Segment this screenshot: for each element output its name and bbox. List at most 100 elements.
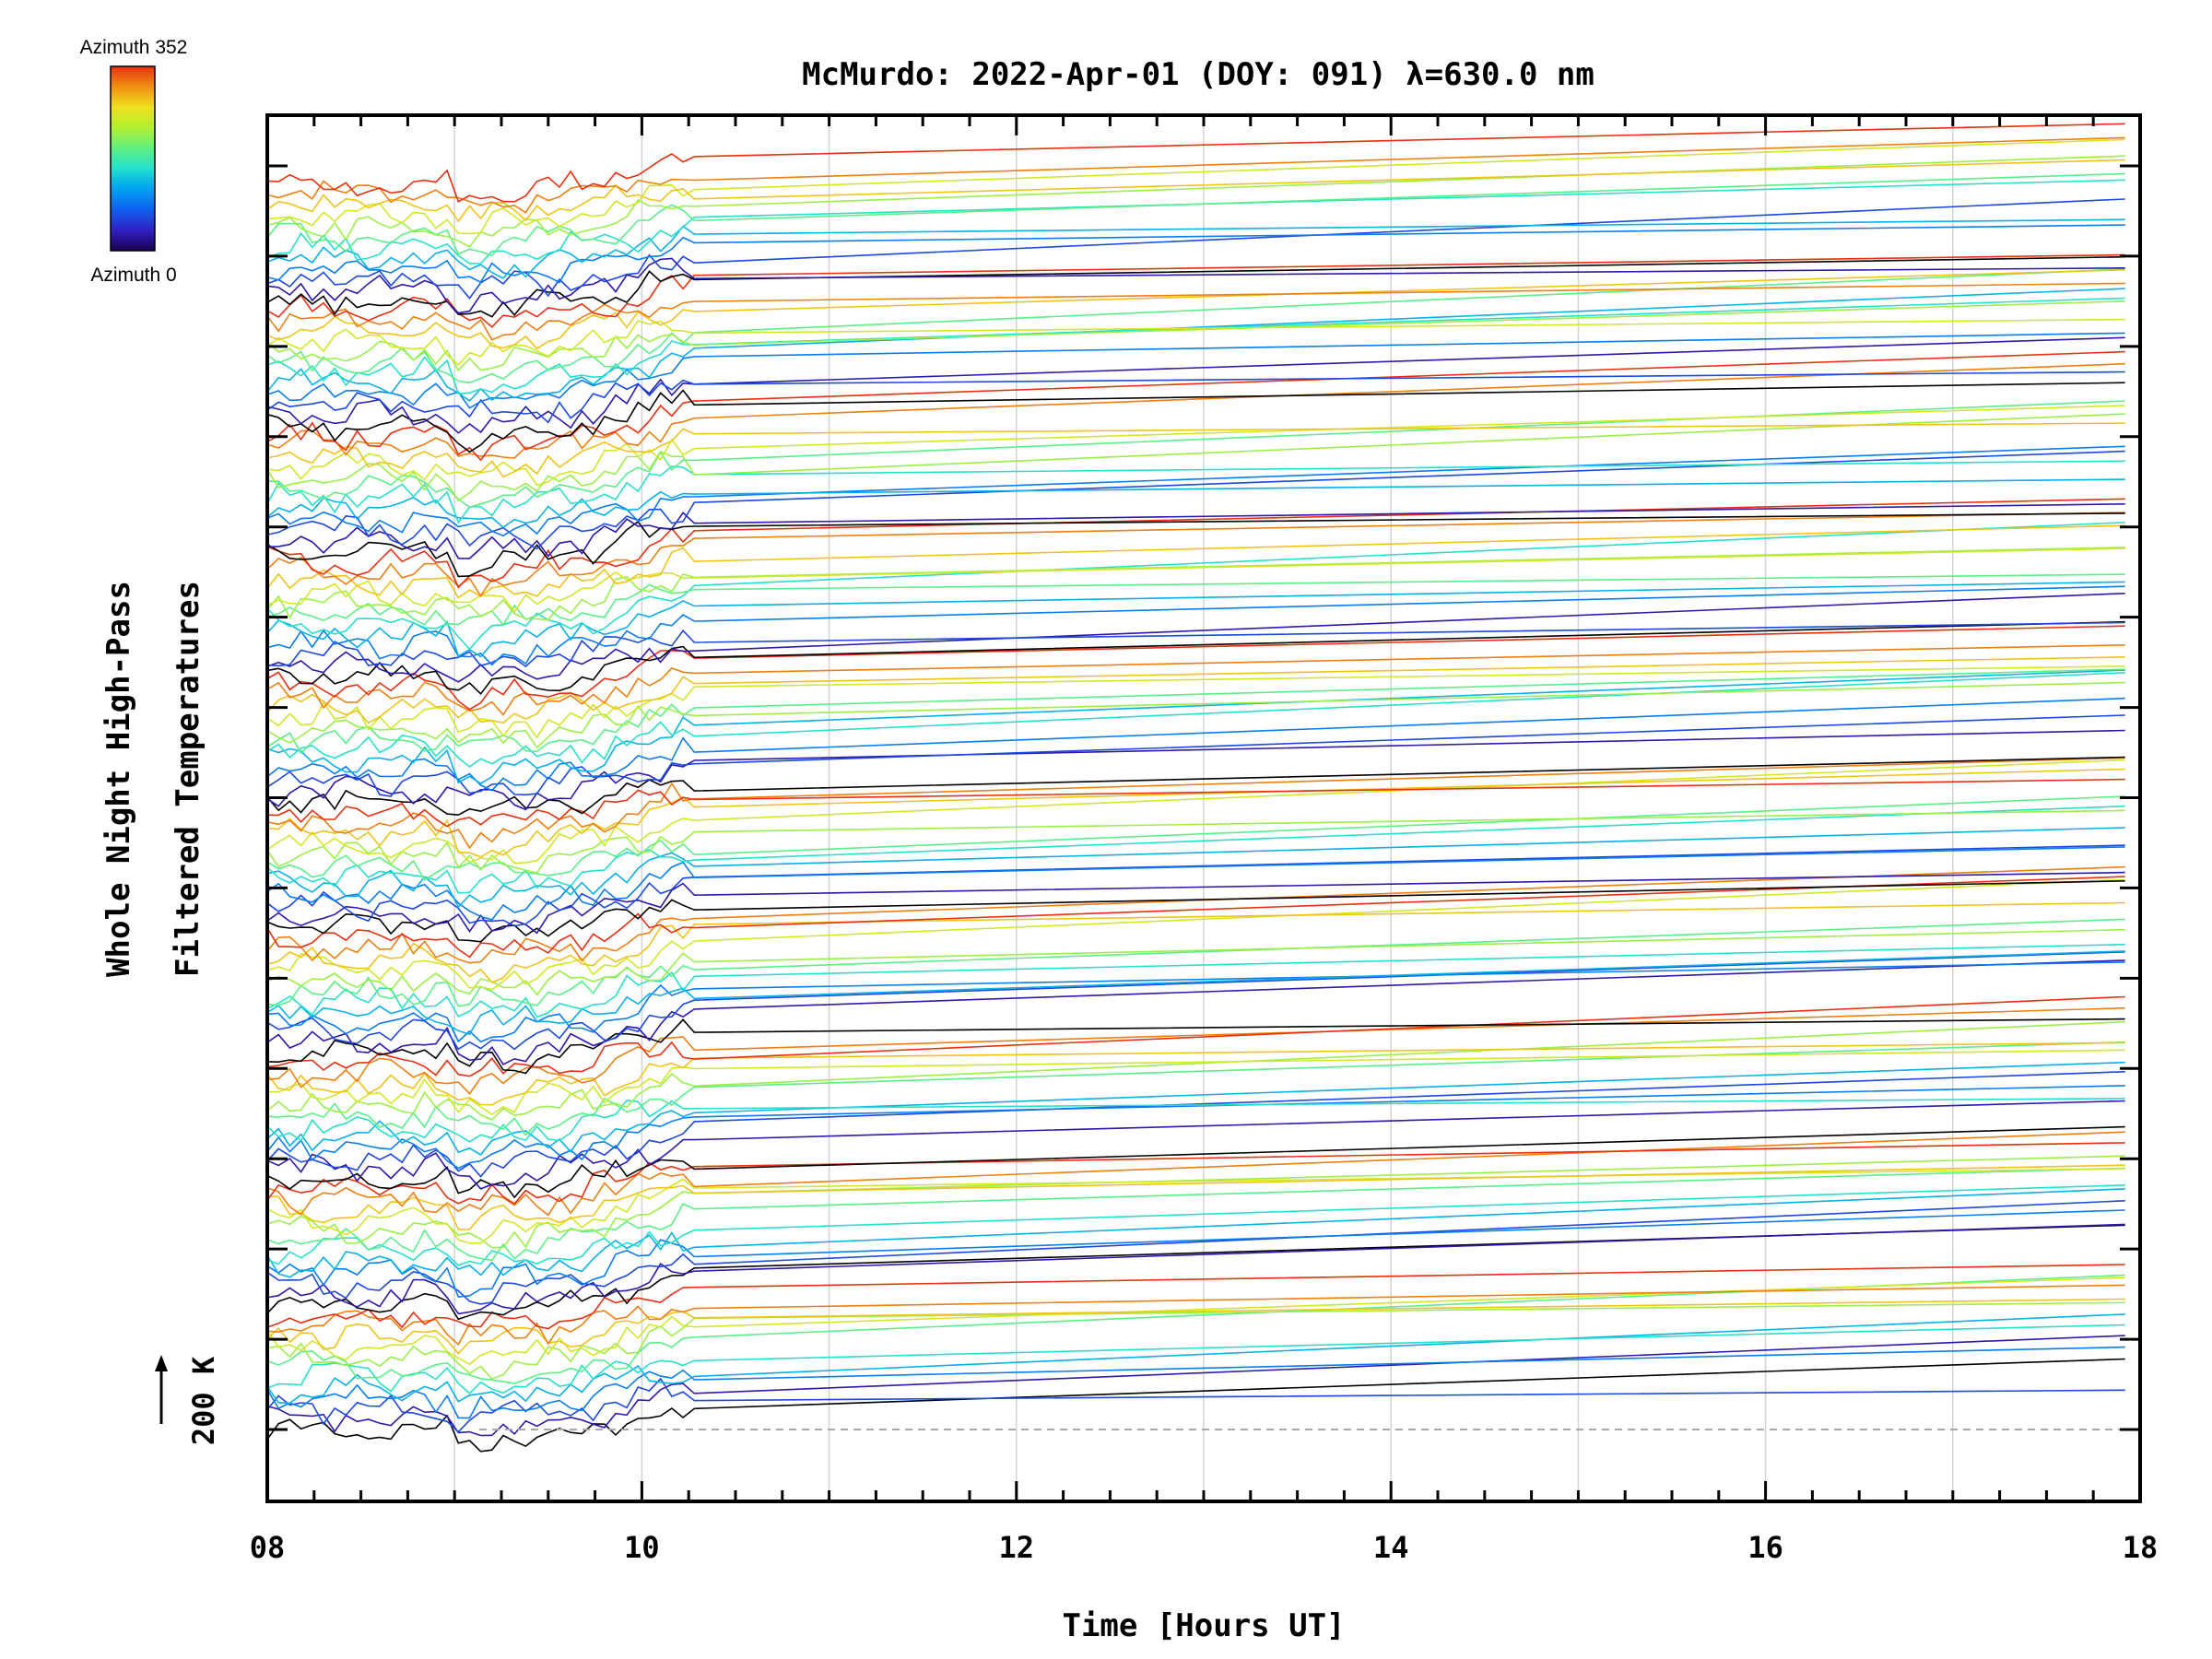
series-line (266, 257, 2125, 314)
series-line (266, 961, 2125, 1043)
series-line (266, 943, 2125, 1018)
series-line (266, 951, 2125, 1051)
x-tick-labels: 08 10 12 14 16 18 (250, 1530, 2159, 1565)
series-line (266, 503, 2125, 559)
series-line (266, 871, 2125, 935)
series-line (266, 1020, 2125, 1121)
colorbar: Azimuth 352 Azimuth 0 (80, 37, 188, 286)
series-line (266, 581, 2125, 658)
series-line (266, 697, 2125, 792)
series-line (266, 681, 2125, 749)
series-line (266, 400, 2125, 509)
series-line (266, 450, 2125, 550)
series-line (266, 282, 2125, 341)
series-line (266, 198, 2125, 300)
series-line (266, 1335, 2125, 1437)
series-line (266, 995, 2125, 1077)
series-line (266, 644, 2125, 716)
series-line (266, 878, 2125, 991)
series-line (266, 757, 2125, 850)
scale-bar: 200 K (155, 1355, 221, 1445)
series-line (266, 669, 2125, 785)
series-line (266, 297, 2125, 394)
series-line (266, 332, 2125, 409)
axis-ticks (265, 115, 2142, 1501)
series-line (266, 524, 2125, 599)
series-line (266, 1301, 2125, 1381)
series-line (266, 350, 2125, 462)
series-line (266, 172, 2125, 257)
series-line (266, 336, 2125, 434)
series-line (266, 460, 2125, 524)
series-line (266, 778, 2125, 828)
series-line (266, 827, 2125, 909)
series-line (266, 865, 2125, 964)
x-tick-label: 14 (1373, 1530, 1409, 1565)
series-line (266, 1377, 2125, 1433)
series-line (266, 585, 2125, 666)
series-line (266, 413, 2125, 502)
scale-bar-arrowhead (155, 1355, 168, 1371)
series-line (266, 901, 2125, 983)
series-line (266, 668, 2125, 755)
series-line (266, 1155, 2125, 1249)
series-line (266, 672, 2125, 768)
series-line (266, 1168, 2125, 1244)
series-line (266, 846, 2125, 921)
x-tick-label: 08 (250, 1530, 286, 1565)
series-line (266, 665, 2125, 739)
series-line (266, 621, 2125, 668)
series-line (266, 756, 2125, 817)
series-line (266, 1125, 2125, 1199)
colorbar-swatch (110, 65, 156, 252)
series-line (266, 318, 2125, 366)
series-line (266, 547, 2125, 621)
series-line (266, 155, 2125, 248)
series-line (266, 123, 2125, 203)
series-line (266, 269, 2125, 350)
series-line (266, 625, 2125, 711)
series-line (266, 512, 2125, 578)
series-line (266, 362, 2125, 459)
x-tick-label: 18 (2123, 1530, 2159, 1565)
series-line (266, 809, 2125, 874)
chart-title: McMurdo: 2022-Apr-01 (DOY: 091) λ=630.0 … (802, 56, 1594, 93)
series-line (266, 422, 2125, 478)
series-line (266, 1131, 2125, 1217)
series-line (266, 218, 2125, 280)
series-line (266, 844, 2125, 927)
series-line (266, 795, 2125, 881)
series-line (266, 138, 2125, 235)
series-line (266, 268, 2125, 384)
series-line (266, 1313, 2125, 1405)
series-line (266, 1277, 2125, 1366)
series-line (266, 547, 2125, 614)
series-line (266, 179, 2125, 265)
x-axis-title: Time [Hours UT] (1062, 1607, 1345, 1644)
series-line (266, 1188, 2125, 1278)
series-line (266, 1223, 2125, 1315)
series-line (266, 1041, 2125, 1106)
y-axis-title-line1: Whole Night High-Pass (100, 581, 137, 977)
series-line (266, 918, 2125, 1007)
series-line (266, 1346, 2125, 1419)
series-line (266, 522, 2125, 651)
series-line (266, 255, 2125, 318)
scale-bar-label: 200 K (186, 1356, 221, 1445)
series-line (266, 950, 2125, 1036)
x-gridlines (453, 115, 1954, 1501)
series-line (266, 959, 2125, 1065)
series-line (266, 253, 2125, 328)
series-line (266, 1274, 2125, 1384)
series-line (266, 1298, 2125, 1355)
series-line (266, 656, 2125, 724)
series-line (266, 1142, 2125, 1206)
series-line (266, 1200, 2125, 1305)
x-tick-label: 10 (624, 1530, 660, 1565)
series-line (266, 224, 2125, 284)
series-line (266, 1071, 2125, 1178)
series-line (266, 498, 2125, 589)
series-line (266, 593, 2125, 683)
x-tick-label: 16 (1747, 1530, 1783, 1565)
